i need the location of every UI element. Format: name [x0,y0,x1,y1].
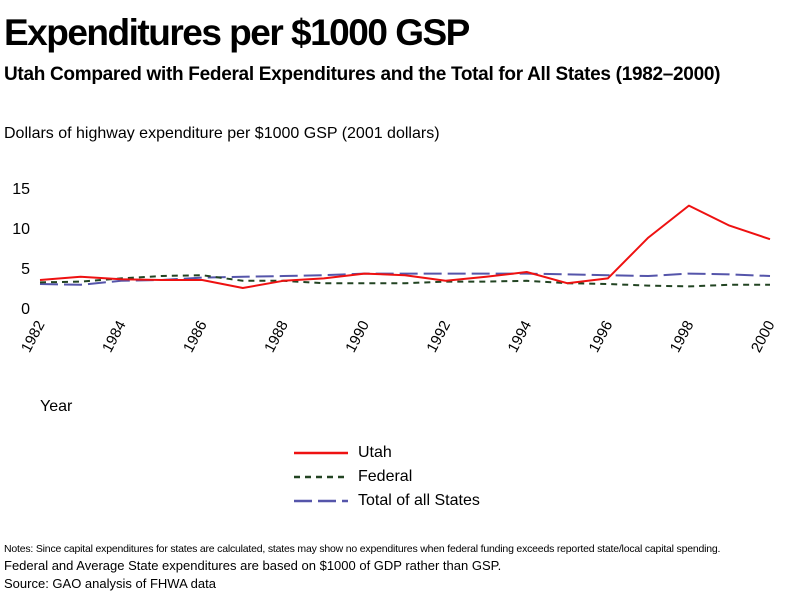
y-axis-label: Dollars of highway expenditure per $1000… [4,125,440,142]
legend-label-total-states: Total of all States [358,492,480,509]
legend-label-utah: Utah [358,444,392,461]
x-tick-label-1984: 1984 [99,318,130,355]
x-tick-label-1988: 1988 [261,318,292,355]
x-tick-label-1998: 1998 [667,318,698,355]
x-tick-label-1992: 1992 [423,318,454,355]
x-tick-label-1990: 1990 [342,318,373,355]
notes: Notes: Since capital expenditures for st… [4,543,720,591]
chart-title: Expenditures per $1000 GSP [4,12,470,53]
legend: Utah Federal Total of all States [294,441,480,513]
x-tick-label-1982: 1982 [18,318,49,355]
y-axis-ticks: 0 5 10 15 [12,181,30,318]
chart-subtitle: Utah Compared with Federal Expenditures … [4,64,721,85]
legend-item-federal: Federal [294,465,480,489]
series-line-utah [39,204,771,289]
y-tick-label-5: 5 [21,261,30,278]
x-tick-label-1986: 1986 [180,318,211,355]
y-tick-label-15: 15 [12,181,30,198]
x-tick-label-2000: 2000 [748,318,779,355]
legend-swatch-total-states [294,499,348,503]
legend-swatch-utah [294,451,348,455]
note-capital-expenditures: Notes: Since capital expenditures for st… [4,543,721,555]
x-tick-label-1996: 1996 [586,318,617,355]
legend-swatch-federal [294,475,348,479]
series-line-federal [39,274,770,288]
note-source: Source: GAO analysis of FHWA data [4,576,216,591]
x-axis-label: Year [40,398,73,415]
x-axis-ticks: 1982 1984 1986 1988 1990 1992 1994 1996 1998 2000 [18,318,779,355]
y-tick-label-0: 0 [21,301,30,318]
note-gdp-basis: Federal and Average State expenditures a… [4,558,502,573]
y-tick-label-10: 10 [12,221,30,238]
series-lines [39,204,771,289]
legend-item-utah: Utah [294,441,480,465]
x-tick-label-1994: 1994 [505,318,536,355]
legend-label-federal: Federal [358,468,413,485]
legend-item-total-states: Total of all States [294,489,480,513]
